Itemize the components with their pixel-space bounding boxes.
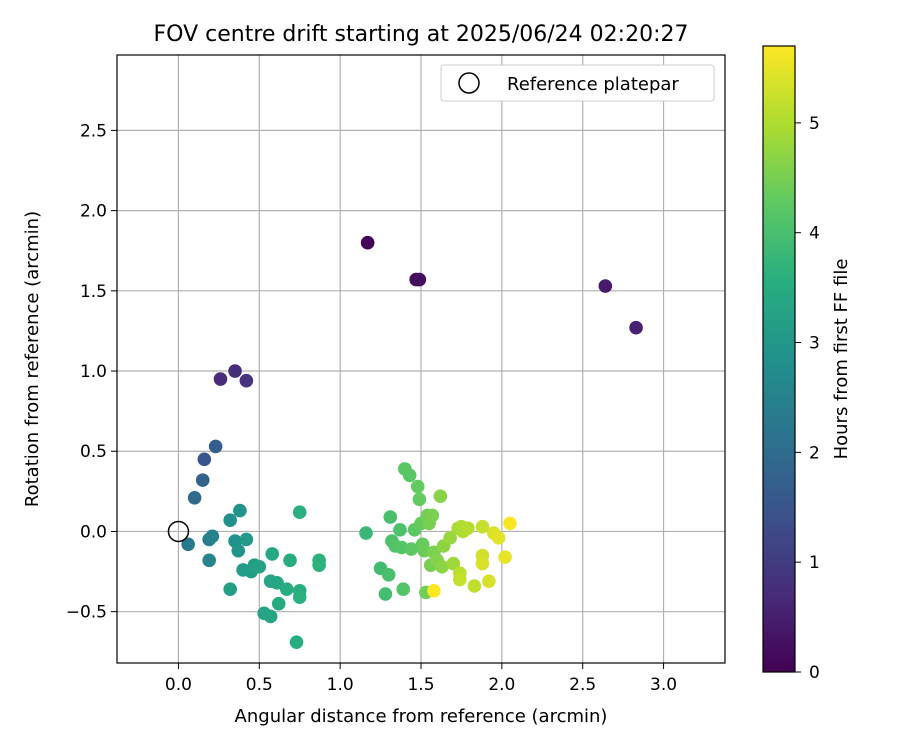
data-point	[271, 596, 286, 611]
data-point	[223, 513, 237, 528]
x-tick-label: 0.0	[165, 675, 192, 695]
data-point	[187, 490, 202, 505]
x-tick-label: 3.0	[650, 675, 677, 695]
data-point	[393, 523, 407, 537]
data-point	[263, 609, 278, 624]
colorbar-tick-label: 4	[809, 224, 820, 244]
data-point	[265, 547, 280, 561]
x-tick-label: 0.5	[246, 675, 273, 695]
y-tick-label: 2.5	[80, 121, 107, 141]
x-axis-ticks: 0.0 0.5 1.0 1.5 2.0 2.5 3.0	[165, 663, 677, 695]
data-point	[482, 574, 496, 588]
colorbar-tick-label: 3	[809, 334, 820, 354]
data-point	[475, 519, 490, 534]
data-point	[292, 590, 307, 605]
y-tick-label: 1.5	[80, 282, 107, 302]
data-point	[475, 556, 490, 571]
colorbar-tick-label: 5	[809, 114, 820, 134]
colorbar-tick-label: 2	[809, 443, 820, 463]
data-point	[446, 556, 461, 571]
data-point	[228, 364, 242, 378]
legend-reference-marker	[458, 72, 480, 94]
colorbar-tick-label: 0	[809, 663, 820, 683]
data-point	[312, 558, 326, 572]
chart-title: FOV centre drift starting at 2025/06/24 …	[154, 22, 689, 47]
data-point	[402, 468, 417, 483]
data-point	[378, 587, 393, 601]
data-point	[433, 489, 448, 503]
colorbar-tick-label: 1	[809, 553, 820, 573]
data-point	[359, 526, 373, 540]
data-point	[223, 582, 237, 597]
legend: Reference platepar	[440, 64, 715, 102]
data-point	[231, 543, 246, 558]
reference-platepar-marker	[167, 520, 190, 543]
data-point	[381, 567, 396, 582]
y-tick-label: 0.5	[80, 442, 107, 462]
x-axis-label: Angular distance from reference (arcmin)	[235, 706, 608, 727]
y-tick-label: −0.5	[66, 603, 107, 623]
data-point	[270, 575, 284, 590]
data-point	[289, 635, 304, 649]
data-point	[396, 582, 411, 597]
plot-area-frame	[116, 54, 726, 664]
data-point	[292, 505, 307, 520]
data-point	[205, 529, 220, 544]
data-point	[197, 452, 212, 467]
data-points	[181, 235, 643, 649]
y-tick-label: 2.0	[80, 202, 107, 222]
data-point	[443, 531, 457, 545]
grid	[117, 55, 725, 663]
data-point	[233, 503, 247, 518]
data-point	[598, 279, 613, 293]
data-point	[213, 372, 228, 386]
x-tick-label: 2.5	[569, 675, 596, 695]
data-point	[412, 272, 427, 287]
data-point	[283, 553, 297, 568]
data-point	[427, 584, 441, 598]
data-point	[195, 473, 210, 487]
data-point	[360, 235, 375, 250]
legend-label: Reference platepar	[507, 74, 679, 95]
data-point	[467, 579, 482, 593]
data-point	[453, 572, 467, 587]
x-tick-label: 1.0	[327, 675, 354, 695]
data-point	[461, 521, 475, 536]
x-tick-label: 1.5	[407, 675, 434, 695]
data-point	[498, 550, 512, 564]
legend-box	[440, 64, 715, 102]
data-point	[412, 492, 427, 507]
colorbar-label: Hours from first FF file	[831, 259, 852, 460]
data-point	[383, 510, 398, 524]
data-point	[410, 479, 425, 494]
data-point	[435, 559, 449, 574]
x-tick-label: 2.0	[488, 675, 515, 695]
data-point	[252, 559, 267, 574]
data-point	[279, 582, 294, 597]
data-point	[239, 532, 254, 547]
colorbar: 0 1 2 3 4 5 Hours from first FF file	[762, 45, 852, 683]
y-tick-label: 1.0	[80, 362, 107, 382]
y-tick-label: 0.0	[80, 522, 107, 542]
data-point	[239, 373, 254, 388]
data-point	[491, 531, 506, 545]
data-point	[629, 320, 643, 335]
data-point	[181, 537, 195, 552]
data-point	[404, 542, 419, 556]
y-axis-ticks: −0.5 0.0 0.5 1.0 1.5 2.0 2.5	[66, 121, 117, 623]
y-axis-label: Rotation from reference (arcmin)	[22, 211, 43, 507]
data-point	[202, 553, 216, 568]
data-point	[425, 508, 440, 523]
colorbar-gradient	[762, 45, 796, 673]
colorbar-ticks: 0 1 2 3 4 5	[795, 114, 820, 683]
data-point	[208, 439, 223, 454]
data-point	[503, 516, 517, 531]
